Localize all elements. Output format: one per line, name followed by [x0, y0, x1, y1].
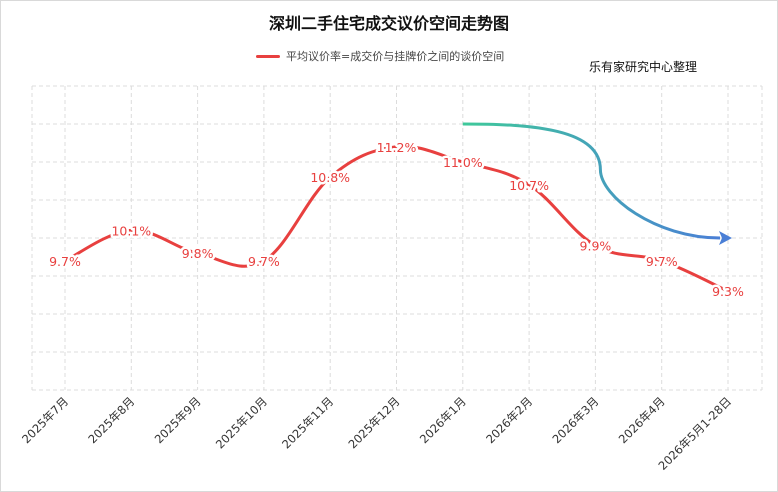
credit-text: 乐有家研究中心整理 — [589, 60, 698, 74]
data-labels: 9.7% 10.1% 9.8% 9.7% 10.8% 11.2% 11.0% 10.7% 9.9… — [47, 137, 747, 301]
x-tick-label: 2025年8月 — [85, 394, 137, 446]
series-line — [63, 144, 730, 293]
data-label: 9.7% — [248, 254, 280, 269]
data-label: 9.9% — [580, 239, 612, 254]
chart-title: 深圳二手住宅成交议价空间走势图 — [268, 14, 509, 33]
x-tick-label: 2026年5月1-28日 — [655, 394, 734, 473]
x-tick-label: 2025年11月 — [279, 394, 336, 451]
data-label: 9.7% — [49, 254, 81, 269]
grid — [31, 85, 763, 391]
x-tick-label: 2025年7月 — [19, 394, 71, 446]
legend-label: 平均议价率=成交价与挂牌价之间的谈价空间 — [286, 50, 505, 63]
trend-arrow — [462, 122, 732, 245]
legend: 平均议价率=成交价与挂牌价之间的谈价空间 — [256, 48, 504, 64]
trend-arrow-path — [462, 122, 721, 240]
x-tick-label: 2025年12月 — [345, 394, 402, 451]
data-label: 11.0% — [443, 155, 483, 170]
x-tick-label: 2026年3月 — [549, 394, 601, 446]
x-tick-labels: 2025年7月 2025年8月 2025年9月 2025年10月 2025年11月 202… — [19, 394, 734, 473]
trend-arrow-head — [719, 231, 732, 245]
legend-swatch — [256, 54, 280, 58]
x-tick-label: 2025年10月 — [213, 394, 270, 451]
x-tick-label: 2025年9月 — [152, 394, 204, 446]
x-tick-label: 2026年4月 — [616, 394, 668, 446]
x-tick-label: 2026年2月 — [483, 394, 535, 446]
data-label: 10.8% — [310, 170, 350, 185]
data-label: 9.7% — [646, 254, 678, 269]
data-label: 11.2% — [377, 140, 417, 155]
x-tick-label: 2026年1月 — [417, 394, 469, 446]
data-label: 9.3% — [712, 284, 744, 299]
series-path — [63, 144, 730, 293]
data-label: 10.1% — [111, 223, 151, 238]
data-label: 9.8% — [182, 246, 214, 261]
data-label: 10.7% — [509, 178, 549, 193]
